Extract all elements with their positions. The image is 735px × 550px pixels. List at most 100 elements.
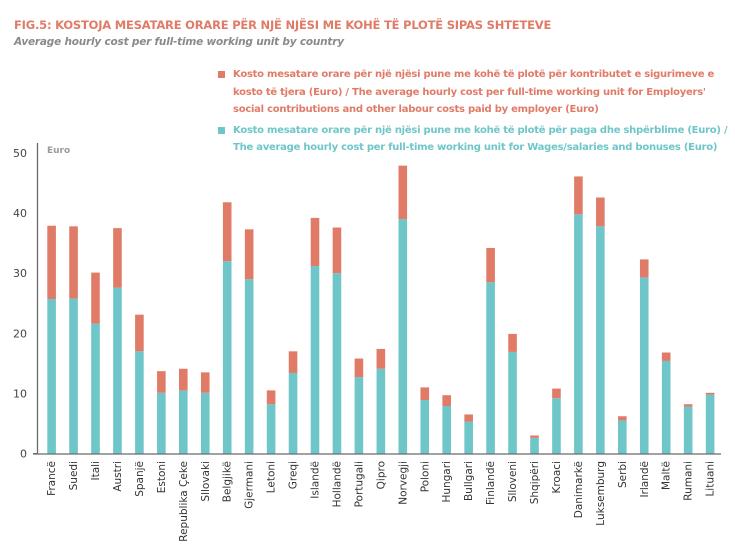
bar-contributions <box>705 392 715 395</box>
bar-contributions <box>442 395 451 407</box>
x-category-label: Slloveni <box>507 461 519 502</box>
x-category-label: Norvegji <box>397 461 409 505</box>
x-category-label: Maltë <box>661 461 673 490</box>
x-category-label: Islandë <box>310 461 322 499</box>
x-category-label: Belgjikë <box>222 461 234 502</box>
bar-contributions <box>222 202 232 262</box>
legend-item-contributions: Kosto mesatare orare për një njësi pune … <box>218 66 728 119</box>
bar-contributions <box>683 404 693 407</box>
x-category-label: Bullgari <box>463 461 475 501</box>
x-category-label: Rumani <box>683 461 695 501</box>
bar-contributions <box>464 414 473 422</box>
bar-contributions <box>530 435 539 438</box>
bar-contributions <box>552 388 561 399</box>
bar-contributions <box>508 333 517 352</box>
bar-contributions <box>200 372 210 393</box>
bar-contributions <box>179 368 188 391</box>
bar-wages <box>618 420 627 454</box>
x-category-label: Gjermani <box>244 461 256 509</box>
bar-contributions <box>486 247 495 283</box>
bar-wages <box>266 404 276 454</box>
x-category-label: Kroaci <box>551 461 563 494</box>
bar-wages <box>530 437 539 454</box>
x-category-label: Austri <box>112 461 124 492</box>
bar-wages <box>398 219 408 454</box>
bar-wages <box>683 406 693 454</box>
bar-contributions <box>69 226 78 299</box>
bar-wages <box>574 214 583 454</box>
bar-wages <box>179 390 188 454</box>
x-category-label: Estoni <box>156 461 168 493</box>
legend-swatch-contributions <box>218 71 225 78</box>
bar-wages <box>244 279 254 454</box>
y-tick-label: 20 <box>13 327 27 340</box>
x-category-label: Lituani <box>705 461 717 497</box>
x-category-label: Itali <box>90 461 102 480</box>
bar-contributions <box>354 358 364 378</box>
x-category-label: Shqipëri <box>529 461 541 504</box>
bar-contributions <box>639 259 649 278</box>
x-category-label: Irlandë <box>639 461 651 498</box>
bar-contributions <box>398 165 408 220</box>
x-category-label: Francë <box>46 461 58 496</box>
y-tick-label: 0 <box>20 448 27 461</box>
bar-wages <box>47 299 56 454</box>
bar-wages <box>552 398 561 454</box>
bar-wages <box>661 360 671 454</box>
bar-wages <box>157 392 166 454</box>
x-axis-labels: Francë Suedi Itali Austri Spanjë Estoni Republ… <box>46 461 717 542</box>
bar-contributions <box>618 416 627 421</box>
bar-wages <box>135 351 144 454</box>
bar-contributions <box>91 272 100 324</box>
x-category-label: Serbi <box>617 461 629 488</box>
bar-contributions <box>288 351 298 373</box>
y-tick-label: 40 <box>13 207 27 220</box>
bar-wages <box>354 377 364 454</box>
x-category-label: Luksemburg <box>595 461 607 526</box>
bar-wages <box>288 372 298 454</box>
x-category-label: Finlandë <box>485 461 497 505</box>
legend-item-wages: Kosto mesatare orare për një njësi pune … <box>218 122 728 157</box>
y-tick-label: 50 <box>13 147 27 160</box>
legend-label-contributions: Kosto mesatare orare për një njësi pune … <box>233 69 715 115</box>
bar-contributions <box>47 225 56 300</box>
x-category-label: Letoni <box>266 461 278 493</box>
legend-swatch-wages <box>218 126 225 134</box>
bar-wages <box>420 400 430 454</box>
x-category-label: Spanjë <box>134 461 146 497</box>
bar-contributions <box>157 371 166 393</box>
bar-wages <box>113 287 122 454</box>
x-category-label: Hungari <box>441 461 453 503</box>
bar-contributions <box>574 176 583 215</box>
x-category-label: Hollandë <box>331 461 343 507</box>
x-category-label: Poloni <box>419 461 431 492</box>
y-axis-unit-label: Euro <box>47 146 70 156</box>
bar-wages <box>596 226 605 454</box>
x-category-label: Sllovaki <box>200 461 212 502</box>
bar-contributions <box>113 228 122 288</box>
bar-wages <box>442 406 451 454</box>
bar-wages <box>222 261 232 454</box>
bar-contributions <box>420 387 430 401</box>
x-category-label: Portugali <box>353 461 365 507</box>
bar-contributions <box>244 229 254 280</box>
bar-wages <box>705 394 715 454</box>
bar-wages <box>200 392 210 454</box>
bar-contributions <box>135 314 144 352</box>
y-tick-label: 10 <box>13 387 27 400</box>
bar-wages <box>639 277 649 454</box>
bar-contributions <box>310 217 320 266</box>
x-category-label: Suedi <box>68 461 80 490</box>
x-category-label: Greqi <box>288 461 300 489</box>
x-category-label: Danimarkë <box>573 461 585 518</box>
bars-group <box>47 165 715 454</box>
legend: Kosto mesatare orare për një njësi pune … <box>218 66 728 157</box>
bar-wages <box>486 282 495 454</box>
bar-contributions <box>661 352 671 361</box>
x-category-label: Republika Çeke <box>178 461 190 542</box>
bar-contributions <box>376 348 386 369</box>
bar-contributions <box>332 227 342 274</box>
bar-wages <box>310 265 320 454</box>
bar-wages <box>332 273 342 454</box>
